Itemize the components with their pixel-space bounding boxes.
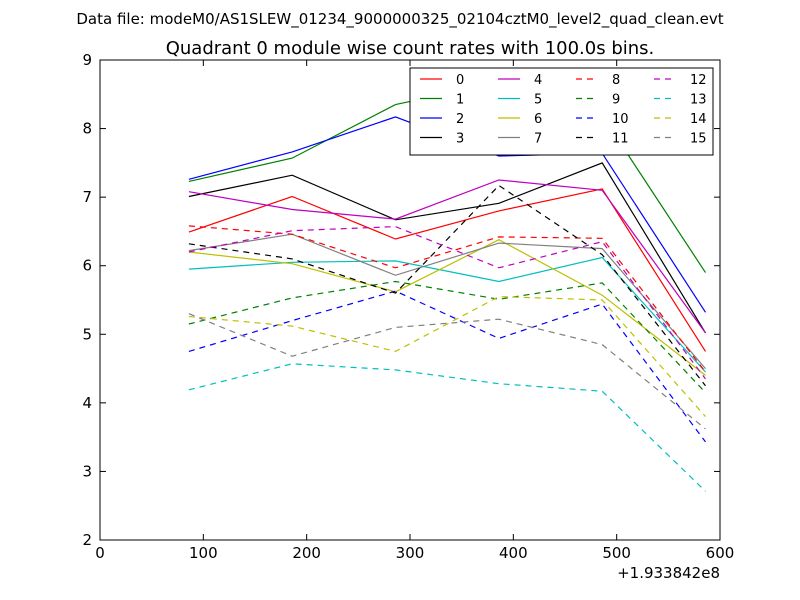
- series-line-7: [188, 233, 706, 369]
- legend-label-6: 6: [534, 112, 542, 127]
- series-line-15: [188, 313, 706, 430]
- series-line-9: [188, 280, 706, 394]
- legend-label-8: 8: [612, 73, 620, 88]
- series-group: [188, 81, 707, 492]
- y-tick-label: 4: [82, 394, 92, 412]
- legend-label-5: 5: [534, 93, 542, 108]
- x-tick-label: 200: [292, 544, 321, 562]
- series-line-14: [188, 295, 706, 417]
- chart-title: Quadrant 0 module wise count rates with …: [166, 38, 655, 59]
- legend-label-3: 3: [456, 132, 464, 147]
- legend-label-12: 12: [690, 73, 707, 88]
- legend-box: [409, 67, 714, 156]
- series-line-4: [188, 179, 706, 334]
- series-line-6: [188, 239, 706, 376]
- series-line-3: [188, 162, 707, 334]
- series-line-12: [188, 225, 706, 380]
- legend-label-10: 10: [612, 112, 629, 127]
- y-tick-label: 8: [82, 120, 92, 138]
- legend-label-13: 13: [690, 93, 707, 108]
- series-line-10: [188, 290, 706, 443]
- legend-label-11: 11: [612, 132, 629, 147]
- series-line-5: [188, 256, 706, 373]
- y-tick-label: 3: [82, 462, 92, 480]
- x-axis: 0 100 200 300 400 500 600: [95, 60, 734, 562]
- x-tick-label: 500: [602, 544, 631, 562]
- legend-label-7: 7: [534, 132, 542, 147]
- x-offset-label: +1.933842e8: [617, 564, 720, 582]
- x-tick-label: 0: [95, 544, 105, 562]
- chart-suptitle: Data file: modeM0/AS1SLEW_01234_90000003…: [76, 10, 723, 29]
- y-axis: 2 3 4 5 6 7 8 9: [82, 51, 720, 549]
- y-tick-label: 6: [82, 257, 92, 275]
- legend-label-15: 15: [690, 132, 707, 147]
- legend-label-0: 0: [456, 73, 464, 88]
- x-tick-label: 600: [706, 544, 735, 562]
- y-tick-label: 9: [82, 51, 92, 69]
- legend-label-4: 4: [534, 73, 542, 88]
- y-tick-label: 2: [82, 531, 92, 549]
- legend-label-14: 14: [690, 112, 707, 127]
- y-tick-label: 5: [82, 325, 92, 343]
- x-tick-label: 100: [189, 544, 218, 562]
- x-tick-label: 400: [499, 544, 528, 562]
- legend-label-2: 2: [456, 112, 464, 127]
- legend-label-9: 9: [612, 93, 620, 108]
- series-line-11: [188, 184, 706, 387]
- series-line-8: [188, 225, 706, 373]
- legend-label-1: 1: [456, 93, 464, 108]
- series-line-0: [188, 188, 707, 352]
- y-tick-label: 7: [82, 188, 92, 206]
- series-line-13: [188, 363, 706, 492]
- x-tick-label: 300: [396, 544, 425, 562]
